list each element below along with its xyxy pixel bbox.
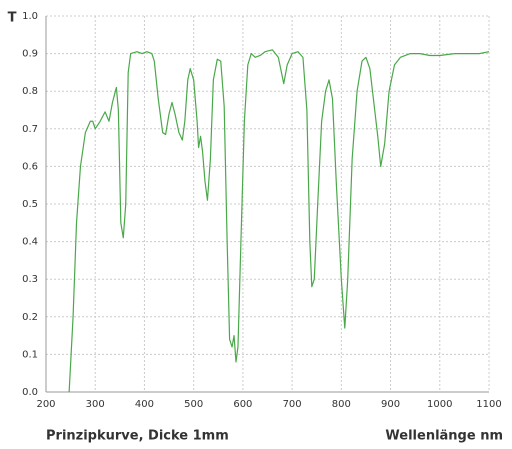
y-axis-label: T: [8, 11, 17, 26]
x-tick-label: 600: [233, 399, 252, 410]
y-tick-label: 0.1: [22, 349, 38, 360]
data-line: [68, 49, 490, 393]
caption: Prinzipkurve, Dicke 1mm: [46, 429, 229, 444]
y-tick-label: 0.8: [22, 86, 38, 97]
y-tick-label: 0.7: [22, 124, 38, 135]
x-axis-label: Wellenlänge nm: [385, 429, 503, 444]
x-tick-label: 400: [135, 399, 154, 410]
y-tick-label: 0.5: [22, 199, 38, 210]
x-tick-label: 700: [283, 399, 302, 410]
y-tick-label: 1.0: [22, 11, 38, 22]
y-tick-label: 0.0: [22, 387, 38, 398]
x-tick-label: 500: [184, 399, 203, 410]
y-tick-label: 0.6: [22, 161, 38, 172]
x-tick-label: 300: [86, 399, 105, 410]
x-tick-label: 1000: [427, 399, 452, 410]
y-tick-label: 0.9: [22, 49, 38, 60]
x-tick-label: 200: [36, 399, 55, 410]
y-tick-label: 0.2: [22, 312, 38, 323]
y-tick-label: 0.3: [22, 274, 38, 285]
y-tick-label: 0.4: [22, 237, 38, 248]
x-tick-label: 900: [381, 399, 400, 410]
x-tick-label: 1100: [476, 399, 501, 410]
x-tick-label: 800: [332, 399, 351, 410]
